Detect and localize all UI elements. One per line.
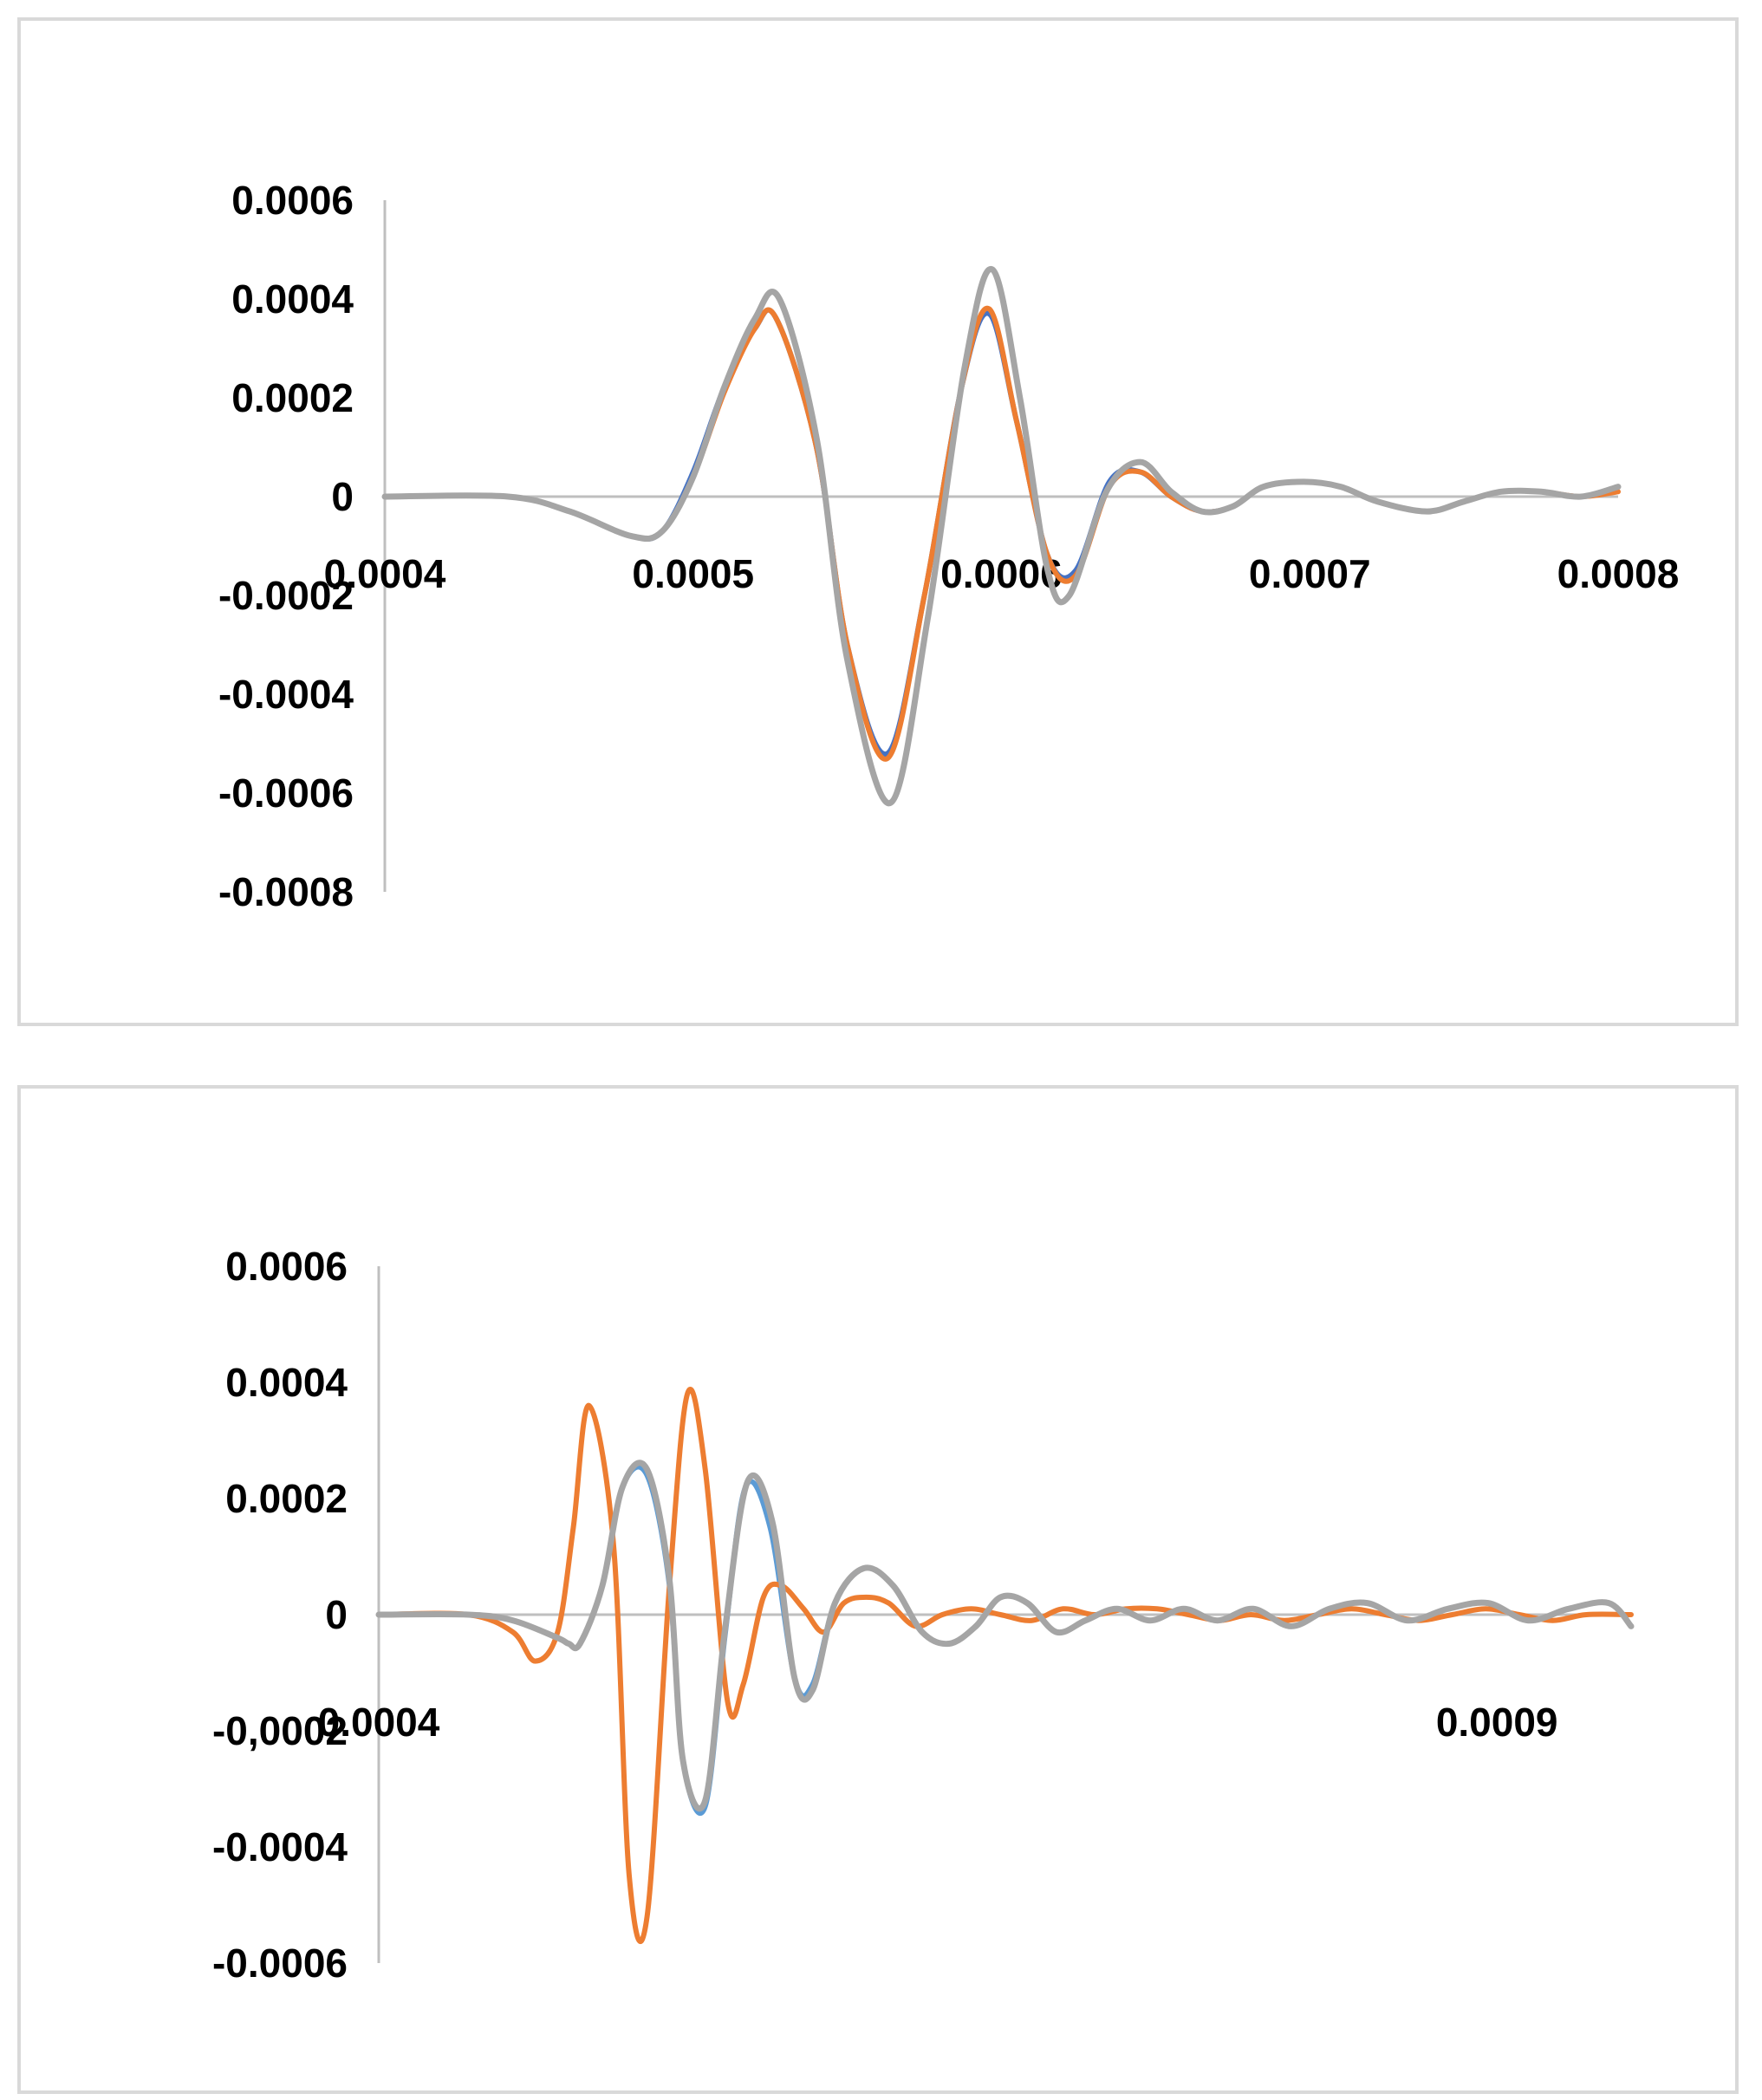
y-tick-label: 0 <box>331 474 354 519</box>
chart-1-plot: 0.0006 0.0004 0.0002 0 -0.0002 -0.0004 -0.0006… <box>218 178 1680 914</box>
y-tick-label: 0.0004 <box>231 276 354 322</box>
series-line-2 <box>382 305 1621 762</box>
y-tick-label: -0.0004 <box>218 672 354 717</box>
chart-panel-1: 0.0006 0.0004 0.0002 0 -0.0002 -0.0004 -0.0006… <box>17 17 1739 1026</box>
series-line-3 <box>381 266 1622 806</box>
y-tick-label: -0.0002 <box>218 573 354 618</box>
y-tick-label: 0 <box>325 1592 348 1637</box>
series-line-2 <box>376 1386 1634 1944</box>
x-tick-label: 0.0009 <box>1436 1700 1558 1745</box>
chart-2-plot: 0.0006 0.0004 0.0002 0 -0,0002 -0.0004 -0.0006… <box>212 1244 1635 1986</box>
y-tick-label: -0.0008 <box>218 869 354 914</box>
x-tick-label: 0.0005 <box>632 551 754 596</box>
x-tick-label: 0.0004 <box>318 1700 440 1745</box>
x-tick-label: 0.0008 <box>1557 551 1680 596</box>
chart-panel-2: 0.0006 0.0004 0.0002 0 -0,0002 -0.0004 -0.0006… <box>17 1085 1739 2094</box>
x-tick-label: 0.0007 <box>1249 551 1371 596</box>
series-line-1 <box>382 307 1621 757</box>
y-tick-label: 0.0002 <box>231 375 354 420</box>
y-tick-label: 0.0002 <box>225 1476 348 1521</box>
y-tick-label: 0.0004 <box>225 1360 348 1405</box>
y-tick-label: 0.0006 <box>225 1244 348 1289</box>
y-tick-label: -0.0004 <box>212 1824 348 1869</box>
y-tick-label: 0.0006 <box>231 178 354 223</box>
y-tick-label: -0.0006 <box>218 770 354 816</box>
y-tick-label: -0,0002 <box>212 1708 348 1753</box>
x-tick-label: 0.0004 <box>324 551 446 596</box>
series-line-3 <box>375 1460 1635 1812</box>
y-tick-label: -0.0006 <box>212 1941 348 1986</box>
